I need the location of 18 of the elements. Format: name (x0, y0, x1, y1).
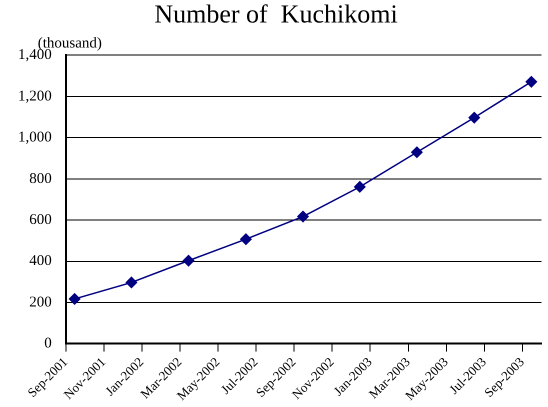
point (297, 210, 309, 222)
y-tick-label: 1,000 (18, 130, 52, 146)
y-tick-label: 400 (29, 253, 52, 270)
y-tick-label: 600 (29, 212, 52, 228)
y-tick-label: 0 (44, 336, 52, 352)
point (182, 254, 194, 266)
point (354, 181, 366, 193)
chart-title: Number of Kuchikomi (154, 0, 398, 28)
point (68, 293, 80, 305)
y-tick-label: 800 (29, 170, 52, 187)
y-tick-label: 1,200 (18, 88, 52, 104)
point (240, 233, 252, 245)
point (411, 146, 423, 158)
point (468, 112, 480, 124)
point (126, 276, 138, 288)
y-tick-label: 200 (29, 294, 52, 310)
y-axis-title: (thousand) (38, 36, 102, 52)
point (526, 76, 538, 88)
